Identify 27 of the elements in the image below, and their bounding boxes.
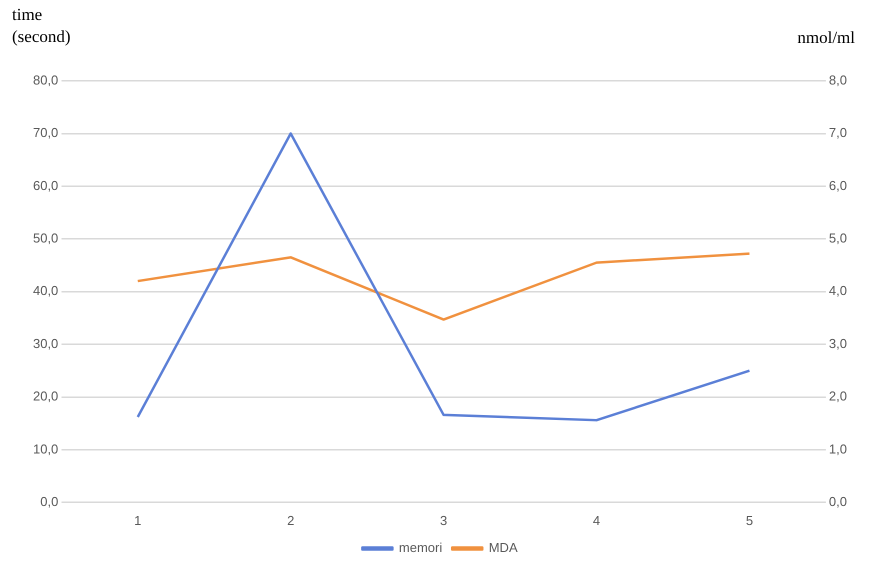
y-tick-label: 60,0	[32, 178, 58, 193]
y-tick-label: 10,0	[32, 441, 58, 456]
y2-tick-label: 8,0	[828, 72, 848, 88]
legend-label: memori	[398, 540, 442, 556]
y-tick-label: 30,0	[32, 336, 58, 351]
y-tick-label: 40,0	[32, 283, 58, 298]
y-tick-label: 80,0	[32, 72, 58, 88]
y2-tick-label: 5,0	[828, 230, 848, 246]
x-tick-label: 1	[134, 512, 142, 528]
y2-axis-title: nmol/ml	[797, 28, 855, 48]
y2-tick-label: 0,0	[828, 494, 848, 509]
x-tick-label: 3	[440, 512, 448, 528]
x-tick-label: 4	[592, 512, 600, 528]
y2-tick-label: 6,0	[828, 178, 848, 193]
y2-tick-label: 3,0	[828, 336, 848, 351]
y2-tick-label: 4,0	[828, 283, 848, 298]
y2-tick-label: 1,0	[828, 441, 848, 456]
y-tick-label: 70,0	[32, 125, 58, 140]
y2-tick-label: 2,0	[828, 388, 848, 404]
x-tick-label: 2	[287, 512, 294, 528]
legend-label: MDA	[488, 540, 518, 556]
x-tick-label: 5	[746, 512, 754, 528]
y-tick-label: 20,0	[32, 388, 58, 404]
y-axis-title: time (second)	[12, 4, 72, 48]
y-tick-label: 0,0	[40, 494, 58, 509]
y-tick-label: 50,0	[32, 230, 58, 246]
y2-tick-label: 7,0	[828, 125, 848, 140]
